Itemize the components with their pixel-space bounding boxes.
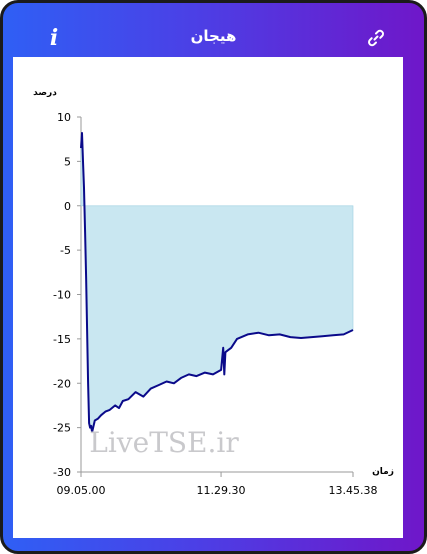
watermark-text: LiveTSE.ir [89,426,239,459]
y-tick-label: -10 [53,289,71,302]
area-fill [80,132,354,433]
x-tick-label: 13.45.38 [329,484,378,497]
y-tick-label: 10 [57,111,71,124]
chart-panel: درصد زمان 10 5 0 -5 -10 -15 -20 -25 -30 09.05.00… [13,57,403,538]
y-tick-label: -5 [60,244,71,257]
x-axis: 09.05.00 11.29.30 13.45.38 [57,471,378,497]
y-tick-label: -20 [53,377,71,390]
y-axis-label: درصد [33,88,57,98]
y-tick-label: 0 [64,200,71,213]
y-tick-label: -30 [53,466,71,479]
x-tick-label: 09.05.00 [57,484,106,497]
page-title: هیجان [190,27,237,45]
header-bar: i هیجان [3,3,424,57]
info-icon[interactable]: i [49,25,59,51]
series-line [80,132,354,434]
y-axis: 10 5 0 -5 -10 -15 -20 -25 -30 [53,111,82,479]
x-tick-label: 11.29.30 [197,484,246,497]
y-tick-label: -25 [53,422,71,435]
chart-svg: درصد زمان 10 5 0 -5 -10 -15 -20 -25 -30 09.05.00… [33,88,394,497]
x-axis-label: زمان [372,467,394,477]
y-tick-label: 5 [64,155,71,168]
y-tick-label: -15 [53,333,71,346]
link-icon[interactable] [367,29,385,47]
